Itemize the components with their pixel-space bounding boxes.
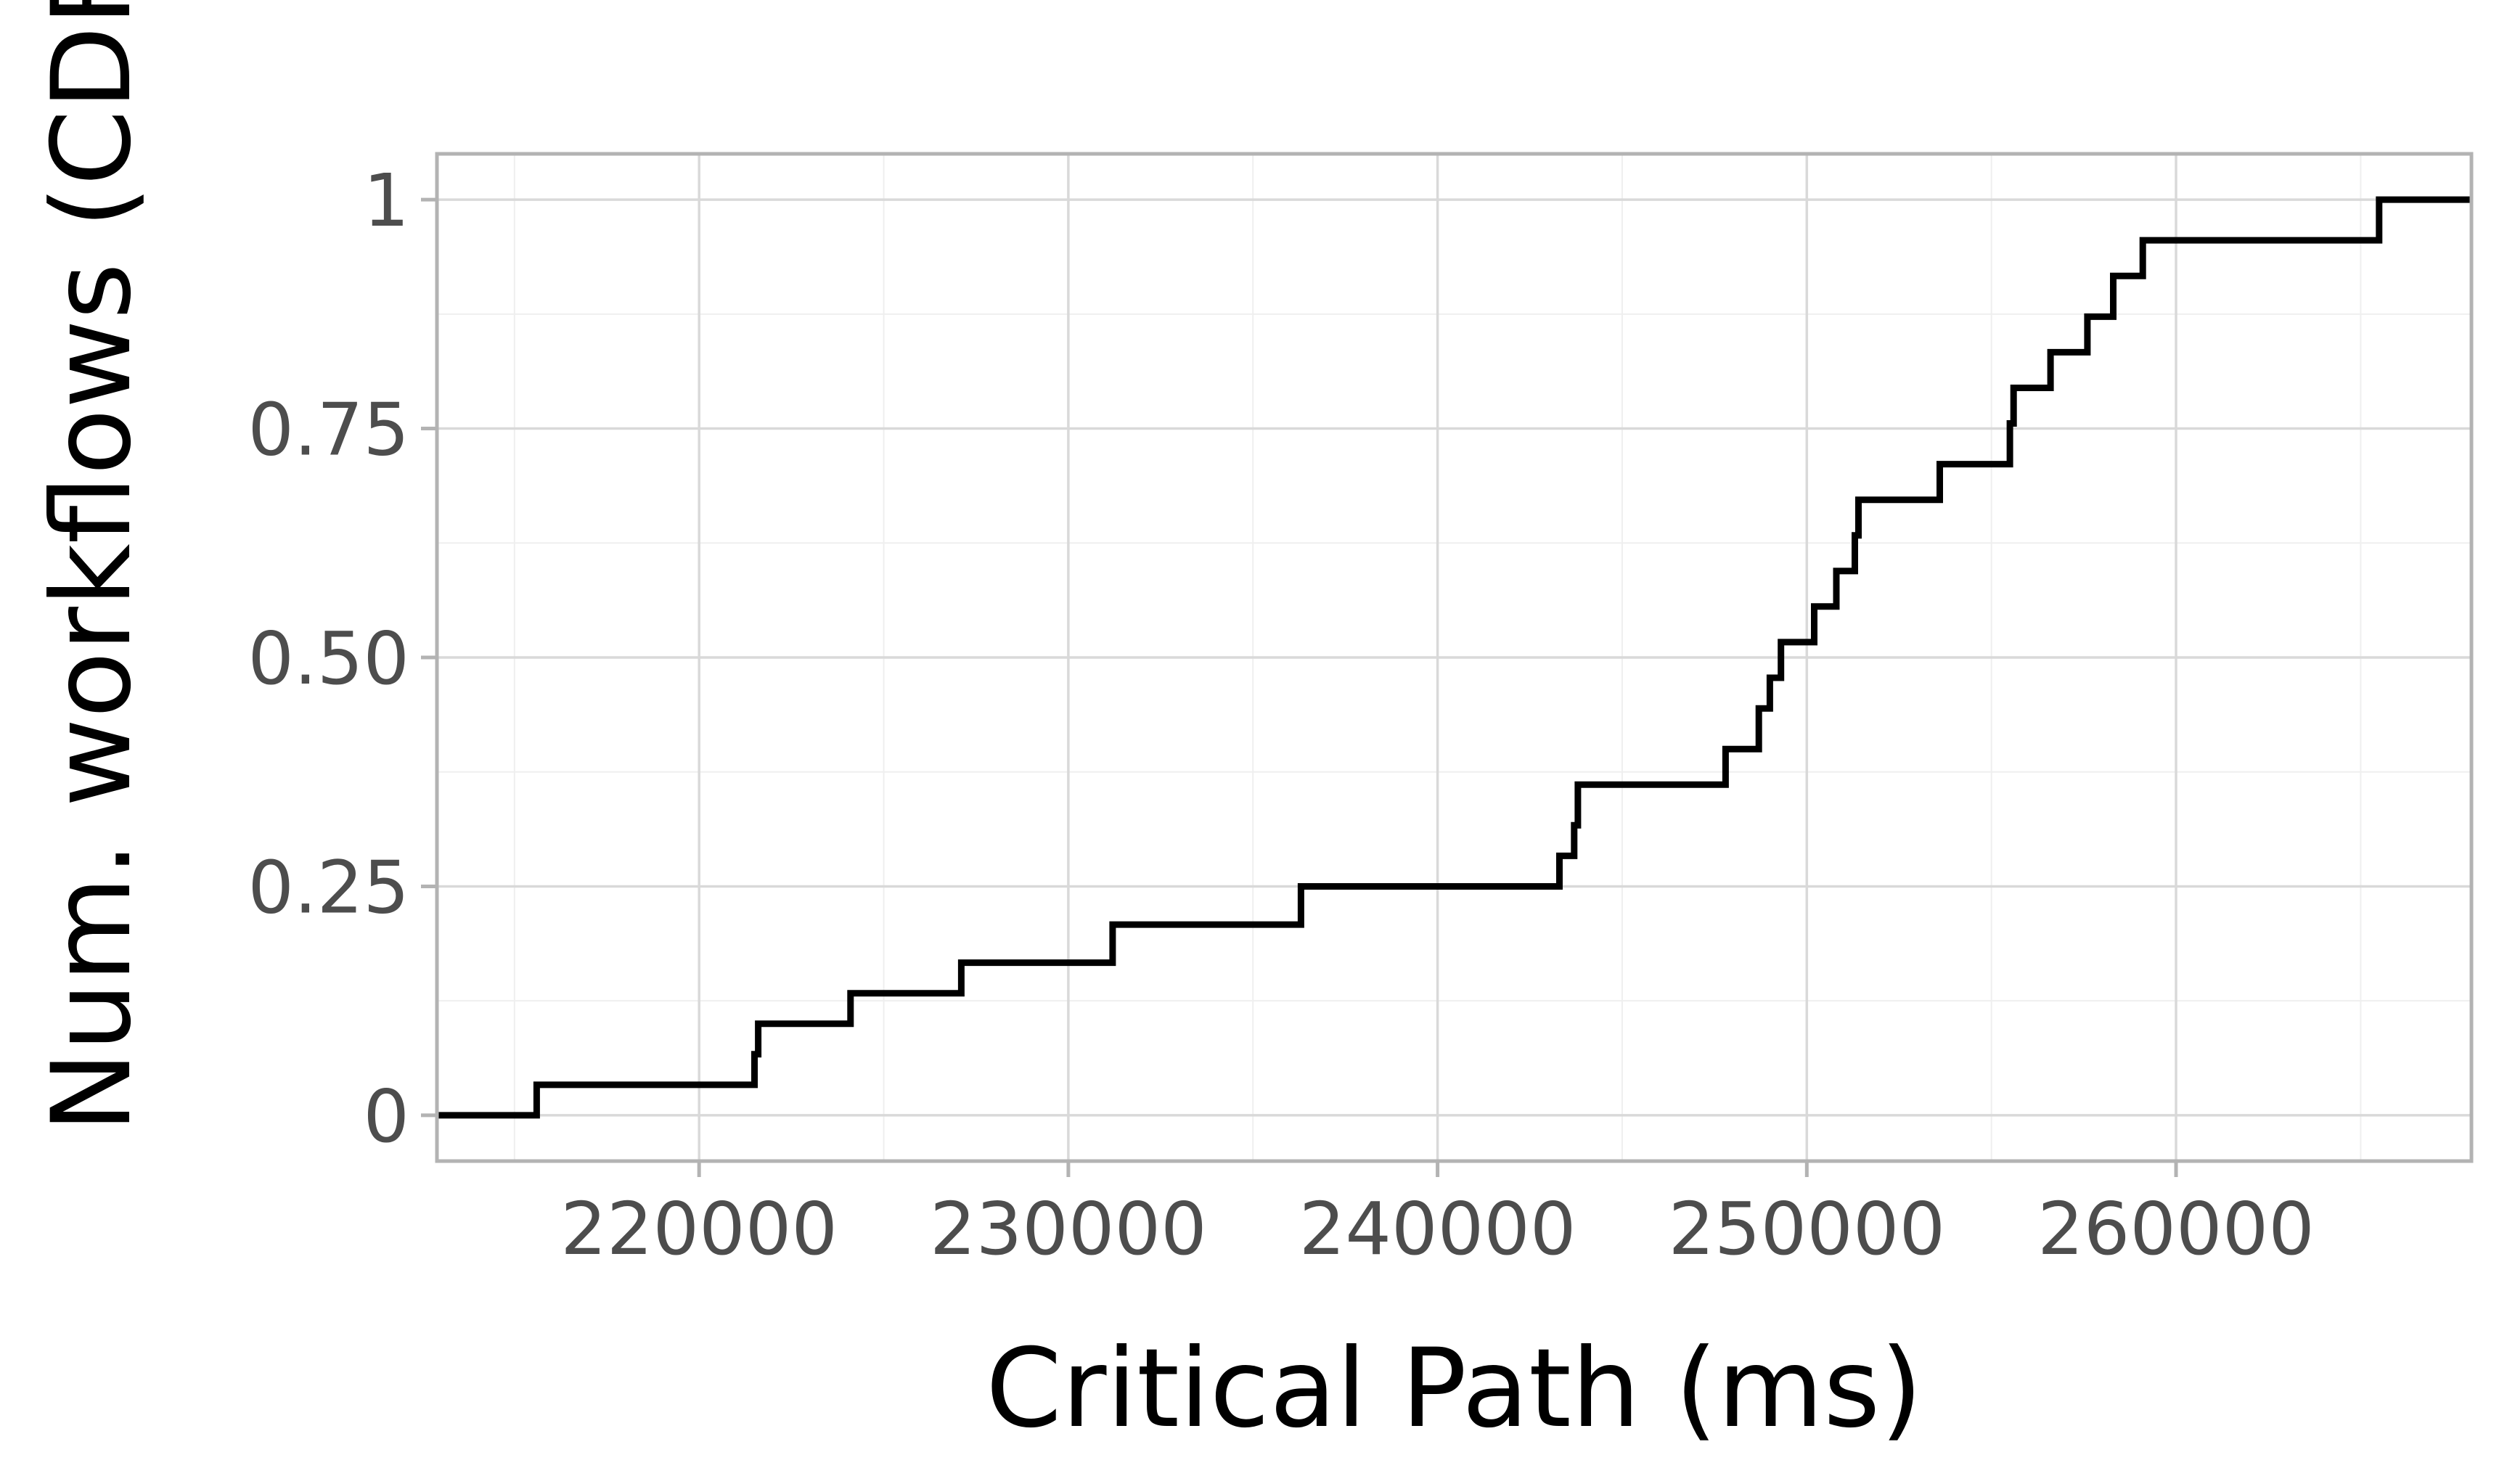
major-gridlines (437, 154, 2471, 1161)
axis-ticks (421, 197, 2178, 1177)
x-tick-label: 260000 (2037, 1186, 2315, 1271)
y-tick-label: 1 (363, 158, 409, 243)
tick-labels: 220000 230000 240000 250000 260000 0 0.25 0.50 0… (248, 158, 2315, 1271)
y-tick-label: 0.50 (248, 616, 409, 701)
y-tick-label: 0.25 (248, 845, 409, 930)
y-tick-label: 0.75 (248, 388, 409, 472)
y-tick-label: 0 (363, 1074, 409, 1159)
x-axis-title: Critical Path (ms) (986, 1326, 1923, 1452)
series-layer (437, 196, 2471, 1119)
y-axis-title: Num. workflows (CDF) (29, 0, 155, 1133)
x-tick-label: 250000 (1668, 1186, 1945, 1271)
x-tick-label: 240000 (1299, 1186, 1576, 1271)
cdf-step-line (437, 196, 2471, 1119)
x-tick-label: 230000 (930, 1186, 1207, 1271)
x-tick-label: 220000 (560, 1186, 838, 1271)
